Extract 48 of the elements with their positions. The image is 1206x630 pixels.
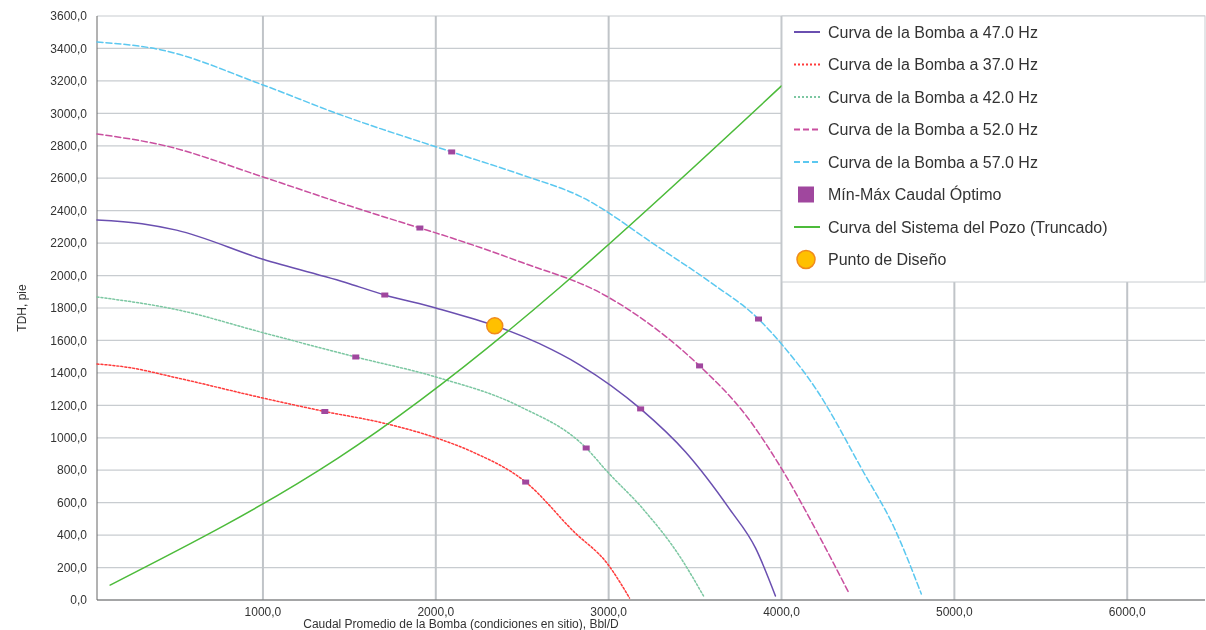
x-tick-label: 3000,0 (590, 605, 628, 619)
point (448, 149, 456, 155)
y-tick-label: 1400,0 (50, 366, 88, 381)
x-tick-label: 5000,0 (936, 605, 974, 619)
legend-label: Curva de la Bomba a 42.0 Hz (828, 88, 1038, 106)
y-tick-label: 400,0 (56, 528, 88, 543)
point (696, 363, 704, 369)
point (416, 225, 424, 231)
legend-label: Curva del Sistema del Pozo (Truncado) (828, 218, 1108, 236)
point (352, 354, 360, 360)
y-tick-label: 800,0 (56, 463, 88, 478)
x-tick-label: 1000,0 (244, 605, 282, 619)
y-tick-label: 2400,0 (50, 203, 88, 218)
y-axis-title: TDH, pie (15, 284, 29, 332)
y-tick-label: 1000,0 (50, 430, 88, 445)
point (582, 445, 590, 451)
y-tick-label: 1200,0 (50, 398, 88, 413)
line-series (96, 219, 777, 597)
legend-label: Punto de Diseño (828, 251, 947, 269)
y-tick-label: 3400,0 (50, 41, 88, 56)
legend-label: Curva de la Bomba a 47.0 Hz (828, 23, 1038, 41)
x-tick-label: 6000,0 (1108, 605, 1146, 619)
legend-label: Curva de la Bomba a 57.0 Hz (828, 153, 1038, 171)
y-tick-label: 200,0 (56, 560, 88, 575)
x-tick-label: 4000,0 (763, 605, 801, 619)
point (755, 316, 763, 322)
legend-label: Mín-Máx Caudal Óptimo (828, 185, 1002, 204)
x-axis-title: Caudal Promedio de la Bomba (condiciones en sitio), Bbl/D (303, 617, 620, 630)
y-tick-label: 2800,0 (50, 138, 88, 153)
x-tick-label: 2000,0 (417, 605, 455, 619)
y-tick-label: 1600,0 (50, 333, 88, 348)
y-tick-label: 1800,0 (50, 301, 88, 316)
line-series (96, 296, 705, 597)
point (485, 317, 504, 335)
line-series (96, 363, 631, 599)
y-tick-label: 3000,0 (50, 106, 88, 121)
legend-label: Curva de la Bomba a 52.0 Hz (828, 121, 1038, 139)
point (381, 292, 389, 298)
y-tick-label: 0,0 (70, 593, 88, 608)
point (522, 479, 530, 485)
y-tick-label: 3200,0 (50, 74, 88, 89)
y-tick-label: 3600,0 (50, 9, 88, 24)
legend-label: Curva de la Bomba a 37.0 Hz (828, 56, 1038, 74)
point (637, 406, 645, 412)
y-tick-label: 2000,0 (50, 268, 88, 283)
y-tick-label: 600,0 (56, 495, 88, 510)
y-tick-label: 2200,0 (50, 236, 88, 251)
y-tick-label: 2600,0 (50, 171, 88, 186)
